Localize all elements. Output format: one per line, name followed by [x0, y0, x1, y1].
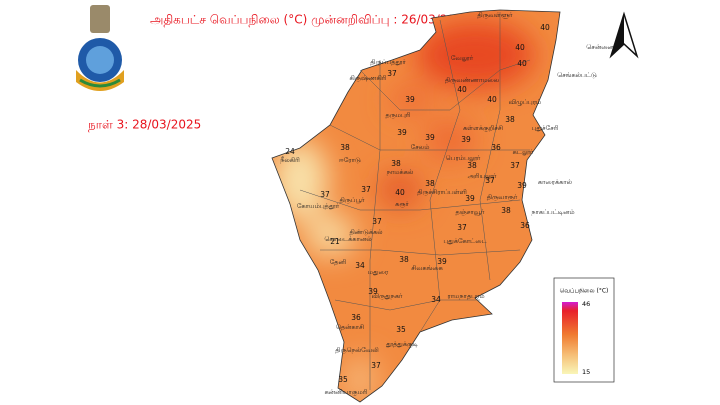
district-name: விழுப்புரம் — [509, 98, 542, 107]
district-name: தருமபுரி — [385, 111, 410, 119]
district-name: தூத்துக்குடி — [386, 340, 419, 350]
district-name: கொடைக்கானல் — [324, 235, 372, 243]
temperature-value: 21 — [330, 237, 340, 246]
district-name: வேலூர் — [451, 54, 474, 62]
temperature-value: 39 — [368, 287, 378, 296]
temperature-value: 40 — [517, 59, 527, 68]
temperature-value: 39 — [517, 181, 527, 190]
temperature-value: 36 — [491, 143, 501, 152]
district-name: காரைக்கால் — [538, 178, 573, 186]
district-name: திருச்சிராப்பள்ளி — [417, 188, 467, 196]
temperature-value: 37 — [485, 176, 495, 185]
temperature-value: 37 — [361, 185, 371, 194]
district-name: சென்னை — [586, 43, 614, 51]
temperature-value: 38 — [391, 159, 401, 168]
temperature-value: 38 — [340, 143, 350, 152]
temperature-value: 37 — [457, 223, 467, 232]
temperature-value: 24 — [285, 147, 295, 156]
temperature-value: 37 — [387, 69, 397, 78]
temperature-value: 39 — [425, 133, 435, 142]
district-name: அரியலூர் — [468, 172, 497, 180]
temperature-value: 38 — [467, 161, 477, 170]
district-name: கள்ளக்குறிச்சி — [463, 124, 503, 134]
temperature-value: 35 — [396, 325, 406, 334]
north-arrow — [609, 11, 639, 59]
temperature-value: 39 — [461, 135, 471, 144]
district-name: திருப்பூர் — [339, 196, 365, 204]
district-name: கன்னியாகுமரி — [325, 388, 368, 398]
district-name: கரூர் — [395, 200, 409, 208]
district-name: புதுக்கோட்டை — [443, 237, 487, 245]
district-name: திருவள்ளூர் — [477, 11, 513, 20]
temperature-value: 37 — [372, 217, 382, 226]
district-name: நீலகிரி — [280, 156, 300, 164]
district-name: தேனி — [330, 258, 347, 266]
legend-tick-label: 15 — [582, 368, 590, 376]
district-name: சேலம் — [411, 143, 431, 151]
legend-tick-label: 46 — [582, 300, 590, 308]
temperature-value: 40 — [457, 85, 467, 94]
legend-colorbar — [562, 302, 578, 374]
district-name: திண்டுக்கல் — [349, 228, 383, 236]
forecast-day: நாள் 3: 28/03/2025 — [88, 118, 201, 132]
temperature-value: 39 — [437, 257, 447, 266]
district-name: திருவண்ணாமலை — [445, 76, 500, 84]
district-labels: திருவள்ளூர் 40 சென்னை 40 செங்கல்பட்டு 40 வேலூர… — [280, 11, 614, 398]
emblem — [76, 5, 124, 91]
district-name: விருதுநகர் — [372, 292, 403, 300]
temperature-value: 39 — [397, 128, 407, 137]
title: அதிகபட்ச வெப்பநிலை (°C) முன்னறிவிப்பு : … — [150, 13, 470, 28]
district-name: கடலூர் — [513, 148, 534, 156]
district-name: ராமநாதபுரம் — [447, 292, 485, 300]
district-name: நாமக்கல் — [387, 168, 414, 176]
temperature-value: 34 — [431, 295, 441, 304]
district-name: செங்கல்பட்டு — [557, 71, 597, 79]
district-name: புதுச்சேரி — [532, 124, 559, 132]
state-boundary — [271, 9, 561, 403]
temperature-value: 37 — [510, 161, 520, 170]
district-boundaries — [299, 12, 531, 390]
district-name: தென்காசி — [336, 323, 364, 331]
temperature-value: 37 — [371, 361, 381, 370]
district-name: கிருஷ்ணகிரி — [350, 74, 387, 82]
temperature-value: 40 — [540, 23, 550, 32]
district-name: ஈரோடு — [339, 156, 361, 164]
district-name: மதுரை — [368, 268, 389, 276]
temperature-value: 40 — [487, 95, 497, 104]
temperature-value: 37 — [320, 190, 330, 199]
district-name: திருவாரூர் — [487, 193, 518, 201]
temperature-value: 40 — [395, 188, 405, 197]
district-name: நாகப்பட்டினம் — [531, 208, 575, 216]
temperature-value: 35 — [338, 375, 348, 384]
district-name: தஞ்சாவூர் — [456, 208, 486, 216]
district-name: பெரம்பலூர் — [446, 154, 481, 162]
legend-title: வெப்பநிலை (°C) — [560, 288, 609, 295]
temperature-value: 36 — [351, 313, 361, 322]
district-name: திருப்பத்தூர் — [370, 58, 406, 66]
temperature-value: 38 — [399, 255, 409, 264]
temperature-value: 39 — [465, 194, 475, 203]
district-name: சிவகங்கை — [411, 264, 443, 272]
district-name: திருநெல்வேலி — [335, 346, 379, 354]
temperature-value: 38 — [501, 206, 511, 215]
temperature-value: 40 — [515, 43, 525, 52]
temperature-value: 36 — [520, 221, 530, 230]
district-name: கோயம்புத்தூர் — [297, 202, 340, 210]
temperature-value: 38 — [425, 179, 435, 188]
legend: வெப்பநிலை (°C) 46 15 — [553, 277, 615, 383]
temperature-value: 39 — [405, 95, 415, 104]
temperature-value: 34 — [355, 261, 365, 270]
temperature-value: 38 — [505, 115, 515, 124]
